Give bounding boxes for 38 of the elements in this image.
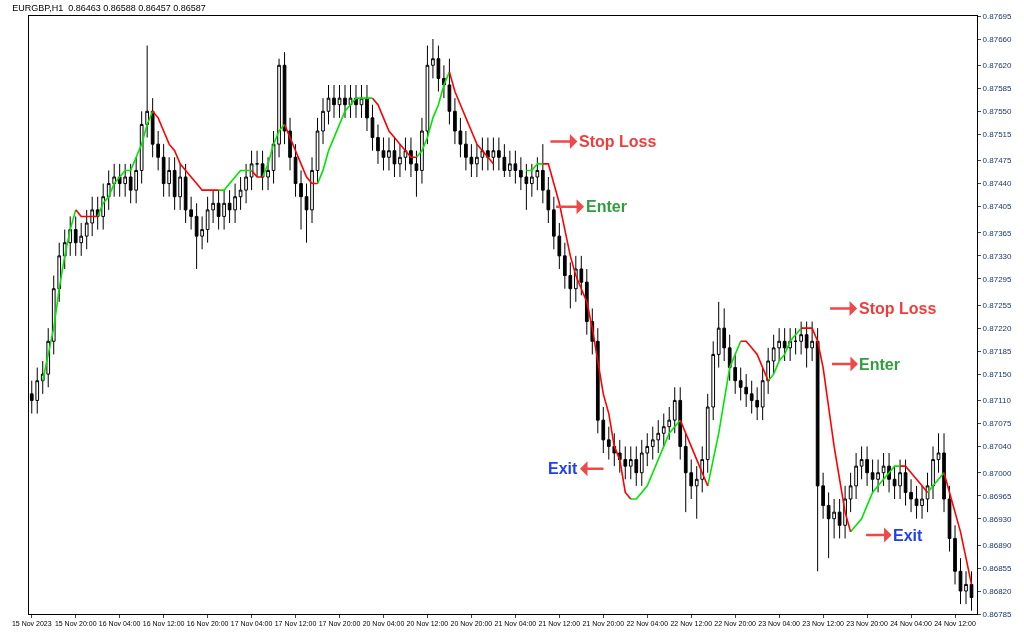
y-tick-label: 0.87515 [982,130,1013,140]
y-tick-label: 0.86820 [982,586,1013,596]
y-tick-label: 0.87440 [982,179,1013,189]
annotation: Enter [586,198,627,215]
annotation: Enter [859,356,900,373]
candlestick [799,321,803,355]
y-tick-label: 0.87220 [982,323,1013,333]
candlestick [969,570,974,612]
y-tick-label: 0.86855 [982,563,1013,573]
chart-title: EURGBP,H1 0.86463 0.86588 0.86457 0.86587 [12,3,206,14]
y-tick-label: 0.87255 [982,300,1013,310]
y-tick-label: 0.87550 [982,107,1013,117]
y-tick-label: 0.87150 [982,369,1013,379]
annotation: Stop Loss [859,300,937,317]
y-tick-label: 0.87585 [982,84,1013,94]
y-tick-label: 0.86785 [982,609,1013,619]
annotation: Stop Loss [579,133,657,150]
y-tick-label: 0.87040 [982,442,1013,452]
candlestick [348,84,353,119]
y-tick-label: 0.86890 [982,540,1013,550]
y-tick-label: 0.87295 [982,274,1013,284]
y-tick-label: 0.87185 [982,346,1013,356]
candlestick [793,327,798,355]
y-tick-label: 0.87475 [982,156,1013,166]
y-tick-label: 0.87000 [982,468,1013,478]
annotation: Exit [548,460,579,477]
candlestick [249,150,254,191]
annotation: Exit [893,527,924,544]
y-tick-label: 0.87405 [982,202,1013,212]
y-tick-label: 0.86930 [982,514,1013,524]
y-tick-label: 0.87365 [982,228,1013,238]
y-tick-label: 0.86965 [982,491,1013,501]
y-tick-label: 0.87695 [982,11,1013,21]
y-tick-label: 0.87110 [982,396,1012,406]
y-tick-label: 0.87330 [982,251,1013,261]
y-tick-label: 0.87620 [982,61,1013,71]
y-tick-label: 0.87075 [982,419,1013,429]
y-tick-label: 0.87660 [982,34,1013,44]
